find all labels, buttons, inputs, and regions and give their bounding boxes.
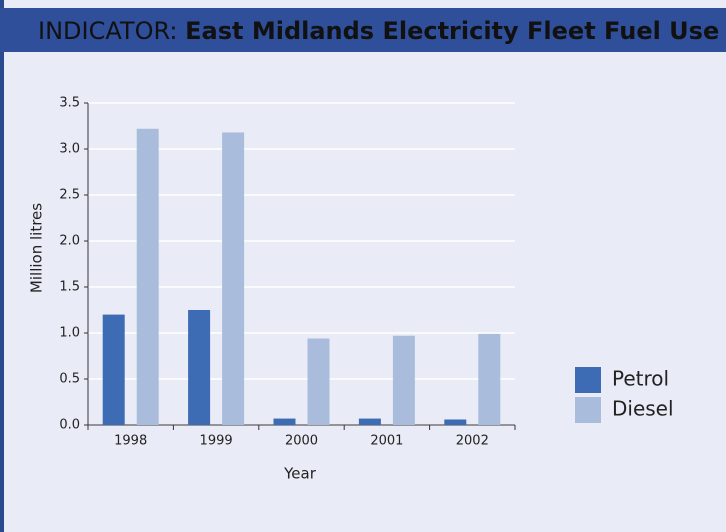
x-tick-label: 1998 — [114, 434, 147, 449]
bar — [478, 333, 501, 425]
y-tick-label: 3.0 — [59, 142, 80, 157]
legend-label: Diesel — [612, 397, 674, 421]
bar — [102, 314, 125, 425]
legend-swatch — [575, 397, 601, 423]
bar — [444, 419, 467, 425]
header-label: INDICATOR: East Midlands Electricity Fle… — [38, 17, 719, 45]
bar — [188, 310, 211, 425]
y-tick-label: 0.0 — [59, 418, 80, 433]
x-axis-label: Year — [283, 465, 317, 483]
bar — [136, 128, 159, 425]
x-tick-label: 1999 — [200, 434, 233, 449]
y-axis-label: Million litres — [28, 203, 46, 293]
y-tick-label: 1.5 — [59, 280, 80, 295]
y-tick-label: 3.5 — [59, 96, 80, 111]
bar — [273, 418, 296, 425]
bar — [392, 335, 415, 425]
bar — [222, 132, 245, 425]
x-tick-label: 2001 — [370, 434, 403, 449]
plot: 0.0 0.5 1.0 1.5 2.0 2.5 3.0 3.5 1998 1999 2000 2001… — [59, 96, 673, 449]
x-tick-label: 2002 — [456, 434, 489, 449]
y-tick-label: 2.5 — [59, 188, 80, 203]
y-tick-label: 1.0 — [59, 326, 80, 341]
legend-swatch — [575, 367, 601, 393]
legend-label: Petrol — [612, 367, 669, 391]
y-tick-label: 0.5 — [59, 372, 80, 387]
left-border — [0, 0, 4, 532]
header-bar — [0, 8, 726, 52]
chart-title: East Midlands Electricity Fleet Fuel Use — [185, 17, 719, 45]
bar — [307, 338, 330, 425]
bar — [358, 418, 381, 425]
title-label: INDICATOR: — [38, 17, 177, 45]
y-tick-label: 2.0 — [59, 234, 80, 249]
x-tick-label: 2000 — [285, 434, 318, 449]
